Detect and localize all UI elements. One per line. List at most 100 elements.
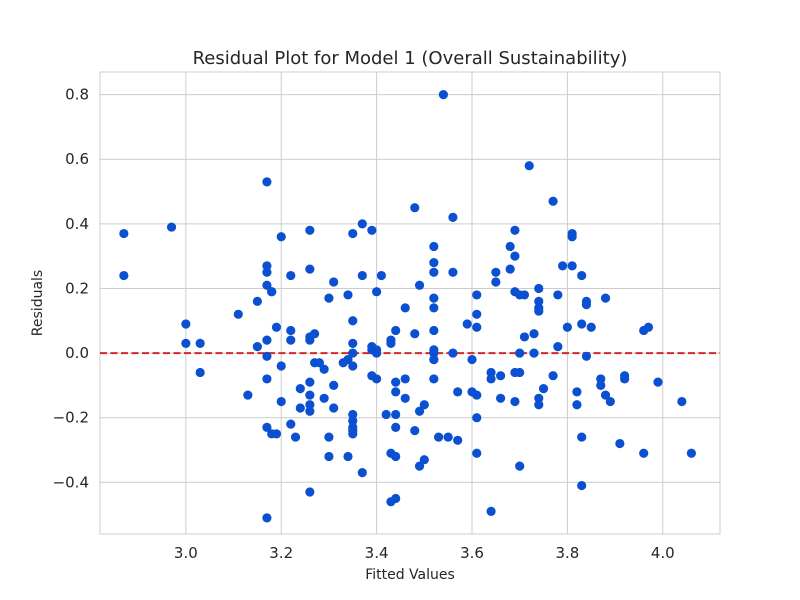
data-point bbox=[410, 203, 420, 213]
x-tick-label: 4.0 bbox=[651, 544, 675, 562]
data-point bbox=[524, 161, 534, 171]
data-point bbox=[534, 296, 544, 306]
data-point bbox=[577, 432, 587, 442]
data-point bbox=[348, 409, 358, 420]
data-point bbox=[343, 354, 353, 365]
data-point bbox=[391, 377, 401, 387]
y-tick-label: 0.2 bbox=[65, 279, 89, 297]
data-point bbox=[429, 354, 439, 365]
x-tick-labels: 3.0 3.2 3.4 3.6 3.8 4.0 bbox=[174, 544, 675, 562]
data-point bbox=[491, 267, 501, 277]
data-point bbox=[429, 258, 439, 268]
data-point bbox=[600, 390, 611, 400]
data-point bbox=[262, 177, 272, 187]
y-axis-label: Residuals bbox=[30, 270, 46, 336]
data-point bbox=[596, 380, 606, 390]
data-point bbox=[534, 393, 544, 403]
data-point bbox=[276, 396, 286, 407]
data-point bbox=[348, 348, 358, 358]
data-point bbox=[548, 196, 558, 206]
data-point bbox=[119, 270, 129, 281]
data-point bbox=[357, 468, 367, 478]
data-point bbox=[310, 329, 320, 339]
data-point bbox=[577, 270, 587, 281]
data-point bbox=[305, 225, 315, 235]
data-point bbox=[538, 384, 549, 394]
x-tick-label: 3.4 bbox=[365, 544, 389, 562]
data-point bbox=[181, 319, 191, 329]
data-point bbox=[348, 316, 358, 326]
data-point bbox=[586, 322, 596, 332]
data-point bbox=[510, 251, 520, 261]
data-point bbox=[429, 325, 439, 336]
data-point bbox=[419, 455, 429, 465]
data-point bbox=[534, 400, 544, 410]
data-point bbox=[472, 309, 482, 319]
data-point bbox=[562, 322, 572, 332]
data-point bbox=[252, 342, 262, 352]
data-point bbox=[276, 232, 286, 242]
data-point bbox=[448, 212, 458, 222]
data-point bbox=[348, 361, 358, 371]
data-point bbox=[295, 403, 305, 413]
data-point bbox=[429, 348, 439, 358]
data-point bbox=[381, 409, 391, 420]
data-point bbox=[429, 293, 439, 303]
data-point bbox=[410, 329, 420, 339]
data-point bbox=[486, 374, 496, 384]
data-point bbox=[453, 387, 463, 397]
data-point bbox=[376, 270, 386, 281]
data-point bbox=[467, 354, 477, 365]
data-point bbox=[529, 348, 539, 358]
data-point bbox=[233, 309, 243, 319]
data-point bbox=[519, 290, 530, 300]
data-point bbox=[414, 461, 425, 471]
y-tick-label: 0.0 bbox=[65, 344, 89, 362]
data-point bbox=[295, 384, 305, 394]
data-point bbox=[324, 451, 334, 462]
data-point bbox=[519, 332, 530, 342]
data-point bbox=[348, 338, 358, 348]
data-point bbox=[400, 393, 410, 403]
data-point bbox=[472, 413, 482, 423]
data-point bbox=[472, 390, 482, 400]
data-point bbox=[615, 438, 625, 449]
data-point bbox=[329, 380, 339, 390]
data-point bbox=[271, 322, 282, 332]
data-point bbox=[429, 267, 439, 277]
grid-lines bbox=[100, 72, 720, 534]
x-tick-label: 3.2 bbox=[269, 544, 293, 562]
data-point bbox=[372, 374, 382, 384]
data-point bbox=[567, 232, 577, 242]
data-point bbox=[348, 228, 358, 239]
data-point bbox=[305, 487, 315, 497]
data-point bbox=[553, 342, 563, 352]
data-point bbox=[267, 287, 277, 297]
data-point bbox=[372, 348, 382, 358]
data-point bbox=[558, 261, 568, 271]
data-point bbox=[391, 493, 401, 504]
data-point bbox=[419, 400, 429, 410]
data-point bbox=[434, 432, 444, 442]
data-point bbox=[305, 390, 315, 400]
data-point bbox=[577, 319, 587, 329]
data-point bbox=[443, 432, 453, 442]
x-axis-label: Fitted Values bbox=[365, 567, 455, 583]
data-point bbox=[252, 296, 262, 306]
data-point bbox=[639, 448, 649, 458]
data-point bbox=[262, 374, 272, 384]
y-tick-label: 0.6 bbox=[65, 150, 89, 168]
data-point bbox=[429, 374, 439, 384]
data-point bbox=[391, 451, 401, 462]
data-point bbox=[329, 403, 339, 413]
data-point bbox=[324, 293, 334, 303]
data-point bbox=[367, 225, 377, 235]
data-point bbox=[357, 270, 367, 281]
data-point bbox=[505, 264, 515, 274]
data-point bbox=[677, 396, 687, 407]
data-point bbox=[286, 335, 296, 345]
data-point bbox=[391, 387, 401, 397]
data-point bbox=[343, 290, 353, 300]
x-tick-label: 3.6 bbox=[460, 544, 484, 562]
data-point bbox=[438, 90, 448, 100]
